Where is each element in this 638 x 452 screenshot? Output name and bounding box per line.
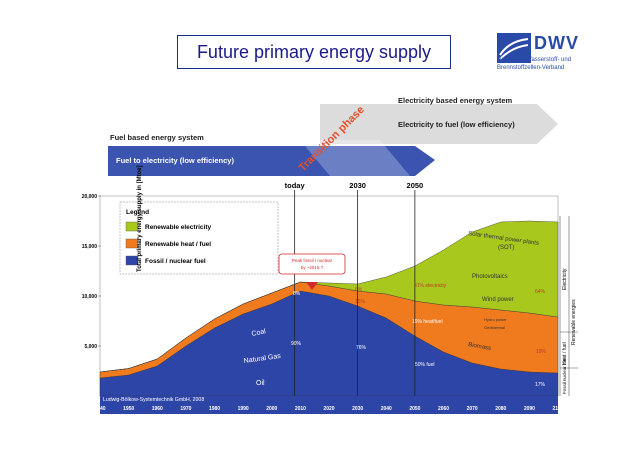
x-tick-label: 2070 (467, 406, 478, 412)
sot-label: (SOT) (498, 245, 514, 251)
page-title: Future primary energy supply (177, 35, 451, 69)
electricity-arrow (320, 104, 558, 144)
credit-label: Ludwig-Bölkow-Systemtechnik GmbH, 2008 (103, 397, 204, 403)
pct-19: 19% (536, 349, 547, 355)
y-tick-label: 5,000 (84, 344, 97, 350)
year-2030-label: 2030 (349, 181, 366, 190)
legend-box (119, 201, 279, 275)
pct-50-fuel: 50% fuel (415, 362, 434, 368)
side-fossil: Fossil nuclear fuel (562, 358, 567, 394)
transition-band (300, 140, 410, 176)
pct-15: 15% (355, 299, 366, 305)
year-2050-label: 2050 (407, 181, 424, 190)
pv-label: Photovoltaics (472, 274, 508, 280)
legend-item-elec: Renewable electricity (145, 224, 211, 231)
x-tick-label: 1970 (180, 406, 191, 412)
x-tick-label: 2010 (295, 406, 306, 412)
today-label: today (285, 181, 306, 190)
y-tick-label: 15,000 (82, 244, 98, 250)
x-tick-label: 1990 (238, 406, 249, 412)
pct-17: 17% (535, 382, 546, 388)
fuel-arrow (108, 146, 435, 176)
hydro-label: Hydro power (484, 317, 507, 322)
pct-8: 8% (293, 291, 301, 297)
peak-line-2: by ~2015 ? (301, 265, 324, 270)
wind-label: Wind power (482, 297, 514, 303)
x-tick-label: 2050 (409, 406, 420, 412)
side-electricity: Electricity (562, 268, 568, 290)
y-tick-label: 10,000 (82, 294, 98, 300)
x-axis-band (100, 396, 558, 414)
x-tick-label: 2060 (438, 406, 449, 412)
y-tick-label: 20,000 (82, 194, 98, 200)
legend-swatch-heat (125, 238, 139, 249)
milestones: today 2030 2050 (285, 181, 424, 396)
fuel-system-title: Fuel based energy system (110, 133, 204, 142)
pct-64: 64% (535, 289, 546, 295)
peak-line-1: Peak fossil / nuclear (292, 258, 333, 263)
pct-90: 90% (291, 341, 302, 347)
coal-label: Coal (251, 328, 267, 338)
x-tick-label: 2000 (266, 406, 277, 412)
pct-76: 76% (356, 345, 367, 351)
x-tick-label: 2030 (352, 406, 363, 412)
peak-callout (278, 253, 346, 275)
legend-swatch-fossil (125, 255, 139, 266)
logo-line-2: Brennstoffzellen-Verband (497, 65, 565, 71)
renewable-electricity-area (99, 220, 559, 373)
legend-item-heat: Renewable heat / fuel (145, 241, 211, 248)
legend-swatch-elec (125, 221, 139, 232)
legend-item-fossil: Fossil / nuclear fuel (145, 258, 206, 265)
x-tick-label: 1950 (123, 406, 134, 412)
x-tick-label: 1940 (94, 406, 105, 412)
biomass-label: Biomass (468, 342, 492, 352)
elec-system-title: Electricity based energy system (398, 96, 513, 105)
geo-label: Geothermal (484, 325, 505, 330)
pct-19-heat: 19% heat/fuel (412, 319, 443, 325)
side-heat-fuel: Heat / fuel (562, 342, 568, 365)
x-tick-label: 1980 (209, 406, 220, 412)
legend: Legend Renewable electricity Renewable h… (119, 201, 279, 275)
annotations: 8% 6% 15% 31% electricity 64% 19% heat/f… (103, 231, 547, 403)
x-tick-label: 2020 (323, 406, 334, 412)
pct-6: 6% (355, 287, 363, 293)
x-tick-label: 2040 (381, 406, 392, 412)
elec-system-arrow-label: Electricity to fuel (low efficiency) (398, 120, 515, 129)
dwv-logo (497, 33, 531, 63)
x-tick-label: 1960 (152, 406, 163, 412)
pct-31-elec: 31% electricity (414, 283, 447, 289)
y-axis-title: Total primary energy supply in [Mtoe] (137, 165, 143, 272)
fuel-system-arrow-label: Fuel to electricity (low efficiency) (116, 156, 234, 165)
peak-arrow-icon (306, 282, 318, 290)
side-labels: Electricity Renewable energies Heat / fu… (559, 216, 578, 396)
oil-label: Oil (256, 380, 265, 387)
logo-name: DWV (534, 33, 579, 53)
side-renewable: Renewable energies (571, 299, 577, 345)
legend-title: Legend (126, 209, 149, 216)
x-tick-label: 2080 (495, 406, 506, 412)
logo-line-1: Deutscher Wasserstoff- und (497, 57, 572, 63)
x-tick-label: 2090 (524, 406, 535, 412)
page-title-text: Future primary energy supply (196, 41, 432, 62)
x-tick-label: 2100 (552, 406, 563, 412)
